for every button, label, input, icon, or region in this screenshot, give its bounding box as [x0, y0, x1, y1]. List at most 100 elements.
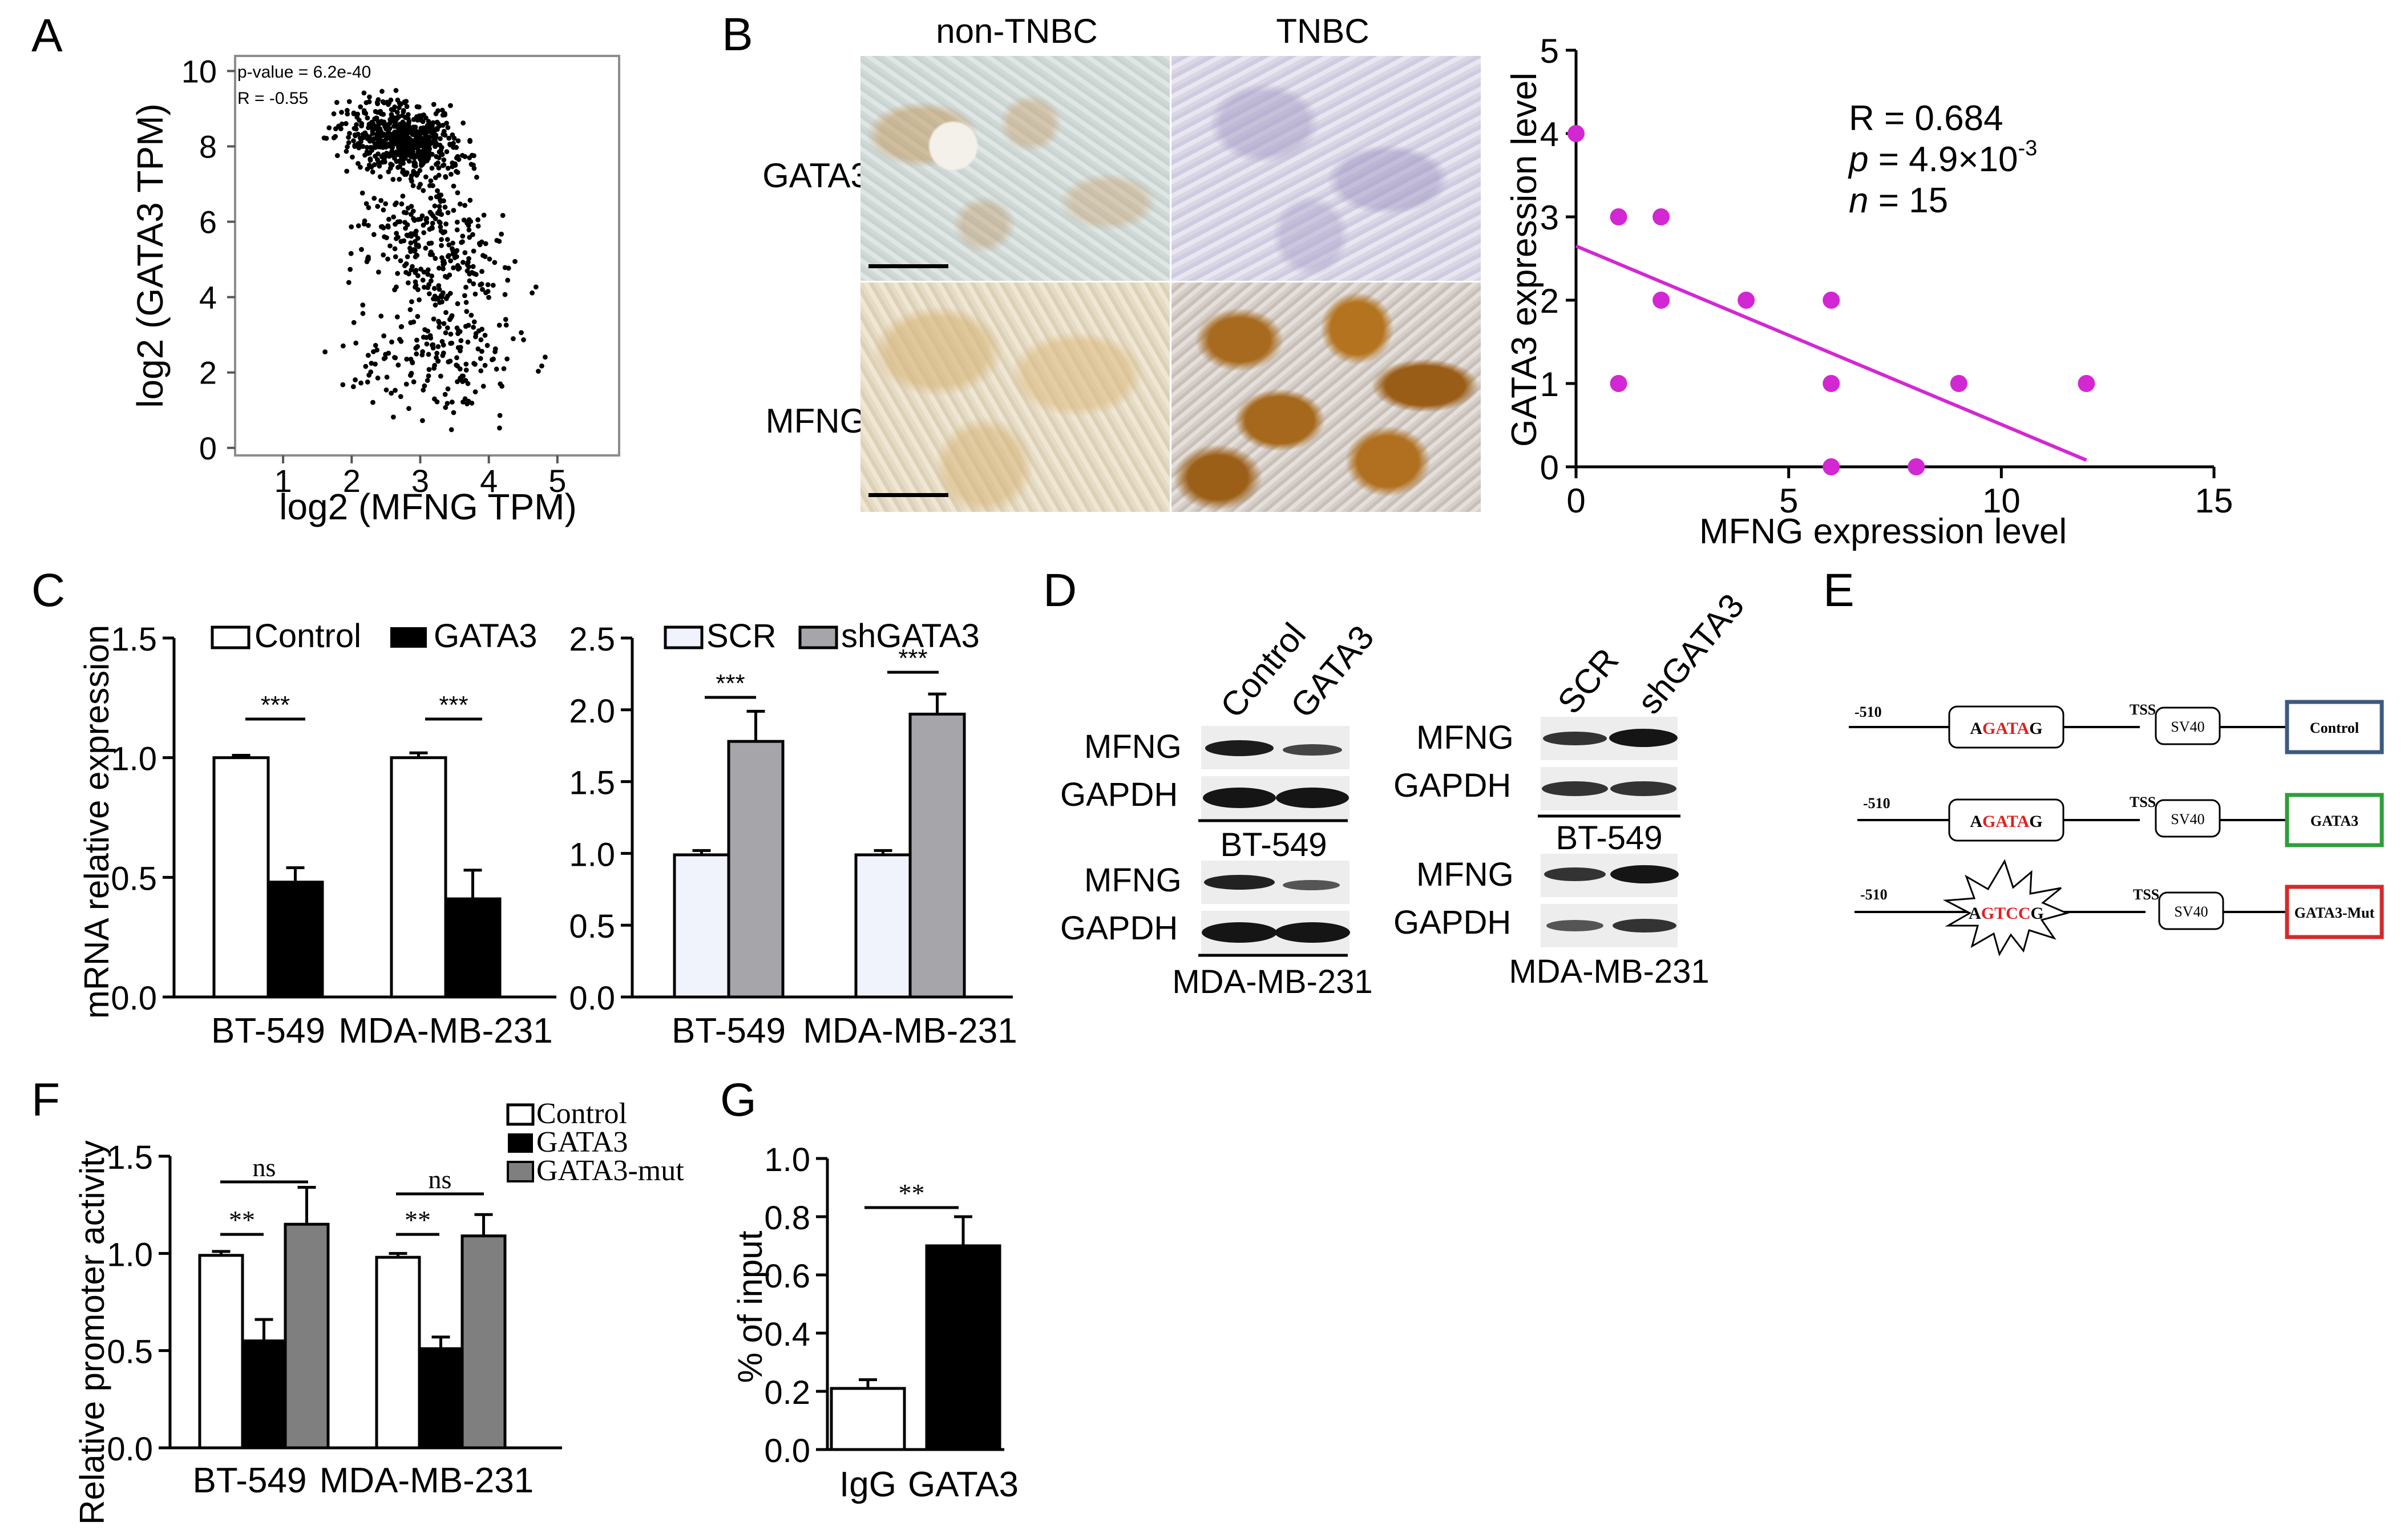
panel-e-gata3-reporter-label: GATA3	[2310, 813, 2358, 829]
panel-a-point	[437, 320, 442, 325]
panel-a-point	[504, 356, 510, 362]
panel-a-point	[452, 163, 458, 168]
panel-g-chart: 0.0 0.2 0.4 0.6 0.8 1.0 IgG GATA3 ** % of input	[731, 1141, 1019, 1504]
panel-b-stat-n-symbol: n	[1849, 181, 1868, 220]
panel-d-band	[1275, 922, 1350, 943]
panel-a-point	[381, 356, 387, 361]
panel-a-ytick-label: 10	[181, 53, 217, 89]
panel-a-point	[422, 284, 427, 290]
panel-b-xtick-label: 5	[1779, 482, 1798, 520]
panel-a-ytick-label: 4	[199, 280, 217, 316]
panel-a-point	[421, 230, 427, 236]
panel-a-point	[345, 111, 350, 117]
panel-label-a: A	[31, 10, 63, 62]
panel-a-point	[353, 377, 358, 382]
panel-a-point	[394, 231, 399, 236]
panel-a-point	[437, 143, 443, 148]
panel-a-point	[456, 157, 462, 162]
panel-a-point	[408, 249, 414, 255]
panel-a-point	[443, 405, 449, 410]
panel-label-g: G	[720, 1074, 757, 1126]
panel-a-point	[426, 124, 432, 130]
panel-a-point	[409, 370, 414, 376]
panel-b-point	[1610, 208, 1627, 225]
panel-a-point	[347, 131, 352, 136]
panel-a-point	[412, 248, 417, 254]
panel-f-ytick-label: 0.0	[107, 1431, 153, 1468]
panel-a-point	[401, 144, 407, 150]
panel-a-point	[421, 125, 426, 131]
panel-a-point	[466, 227, 472, 233]
panel-a-point	[418, 216, 423, 222]
panel-a-point	[360, 310, 366, 316]
panel-a-point	[361, 90, 367, 96]
panel-a-point	[402, 172, 407, 177]
panel-a-point	[425, 144, 431, 150]
panel-e-mut-motif-core: GTCC	[1981, 904, 2031, 923]
panel-a-point	[482, 333, 488, 338]
panel-a-point	[366, 205, 371, 211]
panel-a-point	[393, 254, 398, 260]
panel-c-right-ytick-label: 0.5	[569, 908, 615, 945]
panel-d-left-mda-label: MDA-MB-231	[1172, 963, 1372, 1000]
panel-e-control-motif-box	[1948, 705, 2064, 749]
panel-a-point	[405, 148, 411, 154]
panel-a-point	[363, 201, 369, 207]
panel-a-point	[413, 134, 419, 140]
panel-a-point	[390, 139, 396, 144]
panel-b-point	[1908, 458, 1925, 475]
panel-a-point	[418, 118, 424, 123]
panel-a-point	[418, 135, 423, 140]
panel-c-left-legend-control: Control	[254, 617, 361, 655]
panel-a-point	[394, 314, 400, 320]
panel-a-point	[479, 281, 484, 287]
panel-a-point	[424, 341, 430, 347]
panel-b-point	[1823, 458, 1840, 475]
panel-a-point	[441, 321, 447, 326]
panel-a-point	[374, 140, 380, 146]
panel-a-point	[438, 293, 444, 298]
panel-a-point	[365, 115, 370, 121]
panel-a-point	[496, 239, 502, 244]
panel-a-point	[460, 233, 466, 239]
panel-a-point	[451, 183, 456, 189]
panel-a-point	[449, 314, 454, 320]
panel-a-point	[399, 201, 405, 207]
panel-c-right-yticks: 0.0 0.5 1.0 1.5 2.0 2.5	[569, 621, 632, 1017]
panel-f-chart: 0.0 0.5 1.0 1.5 BT-549 MDA-MB-231 ** ** ns ns Co…	[73, 1097, 684, 1525]
panel-a-point	[414, 252, 419, 258]
panel-a-point	[326, 125, 332, 131]
panel-b-point	[1567, 125, 1585, 142]
panel-a-point	[500, 213, 506, 218]
panel-a-point	[408, 137, 414, 143]
panel-a-point	[441, 157, 447, 163]
panel-a-point	[496, 322, 502, 328]
panel-a-point	[391, 214, 397, 220]
panel-g-ylabel: % of input	[731, 1230, 769, 1383]
panel-a-point	[478, 368, 484, 374]
panel-a-point	[471, 271, 477, 276]
panel-c-left-bar	[212, 756, 270, 999]
panel-a-point	[350, 384, 356, 389]
panel-a-point	[378, 111, 384, 116]
panel-b-row-label-mfng: MFNG	[766, 402, 867, 440]
panel-d-right-bt549-gapdh-label: GAPDH	[1393, 767, 1511, 804]
panel-f-ylabel: Relative promoter activity	[73, 1140, 111, 1525]
panel-a-point	[421, 188, 426, 193]
panel-a-point	[398, 394, 403, 399]
panel-a-point	[385, 256, 390, 262]
panel-a-point	[454, 355, 459, 361]
panel-a-point	[443, 330, 449, 336]
panel-a-point	[464, 220, 470, 226]
panel-a-point	[458, 338, 464, 344]
panel-f-bar	[198, 1254, 244, 1450]
panel-e-control-sv40: SV40	[2171, 718, 2204, 735]
panel-a-point	[426, 367, 432, 372]
panel-f-sig-label: ns	[429, 1165, 452, 1194]
panel-g-ytick-label: 1.0	[764, 1141, 810, 1178]
panel-a-point	[435, 188, 440, 193]
panel-a-point	[390, 177, 396, 182]
panel-g-ytick-label: 0.0	[764, 1432, 810, 1470]
panel-a-point	[378, 197, 384, 203]
panel-a-point	[443, 174, 449, 179]
